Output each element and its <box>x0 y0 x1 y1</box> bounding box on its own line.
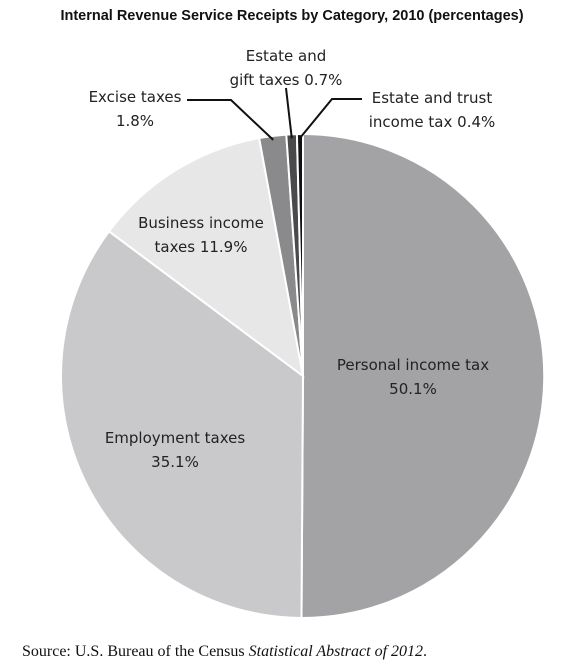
slice-label-line: 35.1% <box>151 453 199 471</box>
pie-slice-business-income-taxes <box>107 136 305 379</box>
slice-label-line: Excise taxes <box>89 88 182 106</box>
leader-line-estate-and-gift-taxes <box>285 87 293 139</box>
leader-line-excise-taxes <box>187 99 274 141</box>
slice-label-personal-income-tax: Personal income tax 50.1% <box>337 356 489 398</box>
slice-label-estate-and-gift-taxes: Estate and gift taxes 0.7% <box>230 47 343 89</box>
pie-slice-employment-taxes <box>60 229 305 620</box>
source-prefix: Source: U.S. Bureau of the Census <box>22 643 249 660</box>
slice-label-line: 50.1% <box>389 380 437 398</box>
slice-label-business-income-taxes: Business income taxes 11.9% <box>138 214 264 256</box>
source-publication: Statistical Abstract of 2012 <box>248 643 424 660</box>
slice-label-line: Employment taxes <box>105 429 246 447</box>
slice-label-line: Personal income tax <box>337 356 489 374</box>
slice-label-line: Estate and <box>246 47 326 65</box>
slice-label-line: gift taxes 0.7% <box>230 71 343 89</box>
pie-slice-personal-income-tax <box>300 132 546 620</box>
slice-label-excise-taxes: Excise taxes 1.8% <box>89 88 182 130</box>
slice-label-line: 1.8% <box>116 112 154 130</box>
source-suffix: . <box>423 643 428 660</box>
slice-label-line: Business income <box>138 214 264 232</box>
slice-label-employment-taxes: Employment taxes 35.1% <box>105 429 246 471</box>
source-note: Source: U.S. Bureau of the Census Statis… <box>22 643 427 661</box>
leader-line-estate-and-trust-income-tax <box>299 98 362 139</box>
slice-label-line: taxes 11.9% <box>155 238 248 256</box>
slice-label-estate-and-trust-income-tax: Estate and trust income tax 0.4% <box>369 89 496 131</box>
chart-title: Internal Revenue Service Receipts by Cat… <box>60 8 524 24</box>
slice-label-line: income tax 0.4% <box>369 113 496 131</box>
slice-label-line: Estate and trust <box>372 89 493 107</box>
